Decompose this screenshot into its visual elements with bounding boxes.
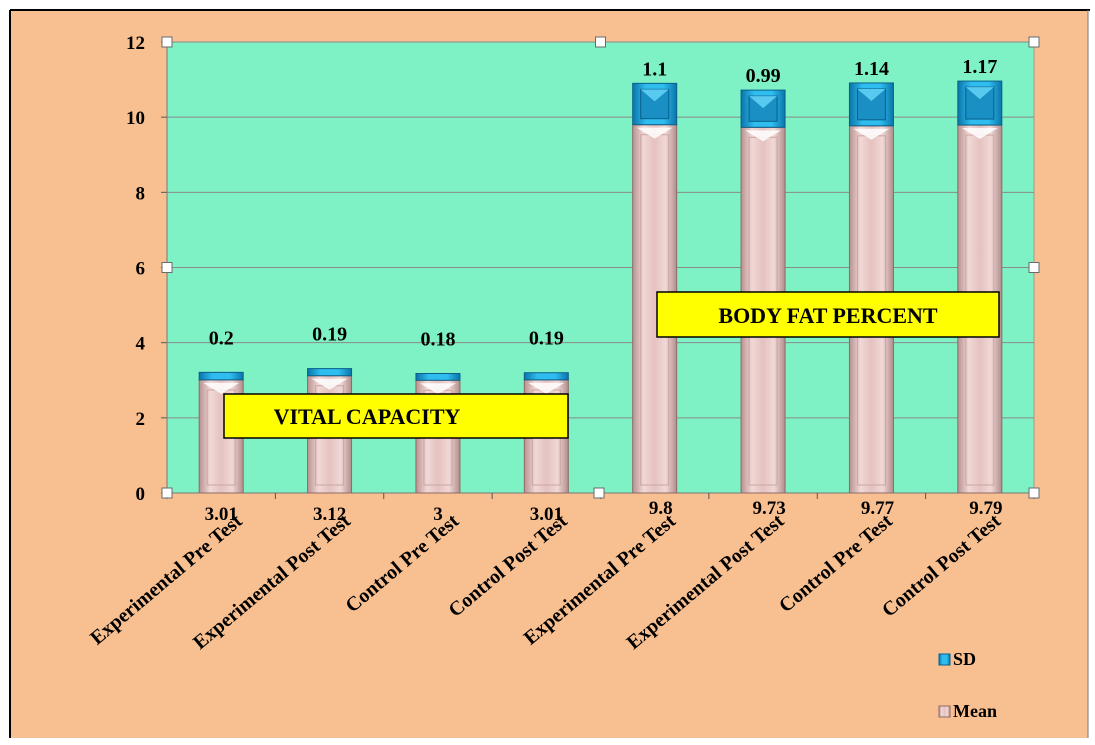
legend-swatch [938,653,951,666]
legend-swatch [938,705,951,718]
mean-bar-highlight [745,130,782,142]
mean-value-label: 3.12 [313,504,346,525]
mean-bar-highlight [636,127,673,139]
mean-bar-highlight [311,378,348,390]
legend: SD Mean [938,649,997,721]
y-tick-label: 10 [126,108,145,129]
y-tick-label: 2 [136,409,146,430]
sd-value-label: 1.1 [642,58,667,80]
sd-bar [307,368,353,377]
mean-value-label: 9.73 [752,498,785,519]
mean-bar-highlight [528,382,565,394]
sd-bar [523,372,569,381]
sd-bar-highlight [640,89,669,102]
mean-bar-highlight [961,128,998,140]
mean-bar-highlight [203,382,240,394]
resize-handle[interactable] [1028,36,1040,48]
mean-bar-highlight [853,128,890,140]
sd-bar-highlight [749,96,778,109]
sd-bar [415,372,461,381]
resize-handle[interactable] [1028,487,1040,499]
mean-value-label: 3.01 [205,504,238,525]
sd-value-label: 1.14 [854,58,889,80]
resize-handle[interactable] [161,487,173,499]
y-tick-label: 8 [136,183,146,204]
annotations: VITAL CAPACITY BODY FAT PERCENT [223,291,1000,439]
y-tick-label: 12 [126,33,145,54]
sd-value-label: 1.17 [962,56,997,78]
resize-handle[interactable] [161,262,173,273]
selection-handles[interactable] [161,36,1040,499]
mean-value-label: 3 [433,504,443,525]
sd-value-label: 0.99 [746,65,781,87]
sd-bar [198,371,244,381]
y-tick-label: 6 [136,259,146,280]
mean-value-label: 9.79 [969,498,1002,519]
y-tick-label: 0 [136,484,146,505]
resize-handle[interactable] [1028,262,1040,273]
sd-value-label: 0.19 [529,328,564,350]
mean-value-label: 9.77 [861,498,895,519]
mean-value-label: 9.8 [649,498,673,519]
data-labels: 0.2 0.19 0.18 0.19 1.1 0.99 1.14 1.17 3.01 3.12 3 3… [205,56,1003,525]
annotation-text: VITAL CAPACITY [274,404,461,429]
sd-value-label: 0.2 [209,327,234,349]
resize-handle[interactable] [595,36,606,48]
legend-label: SD [953,649,976,669]
annotation-box [223,393,569,439]
sd-value-label: 0.18 [420,328,455,350]
legend-label: Mean [953,701,997,721]
annotation-box [656,291,1000,338]
y-axis-ticks: 0 2 4 6 8 10 12 [126,33,146,505]
annotation-text: BODY FAT PERCENT [718,303,938,328]
y-tick-label: 4 [136,334,146,355]
resize-handle[interactable] [161,36,173,48]
resize-handle[interactable] [593,487,605,499]
sd-value-label: 0.19 [312,324,347,346]
sd-bar-highlight [965,87,994,100]
mean-bar-highlight [419,383,456,395]
sd-bar-highlight [857,88,886,101]
mean-value-label: 3.01 [530,504,563,525]
